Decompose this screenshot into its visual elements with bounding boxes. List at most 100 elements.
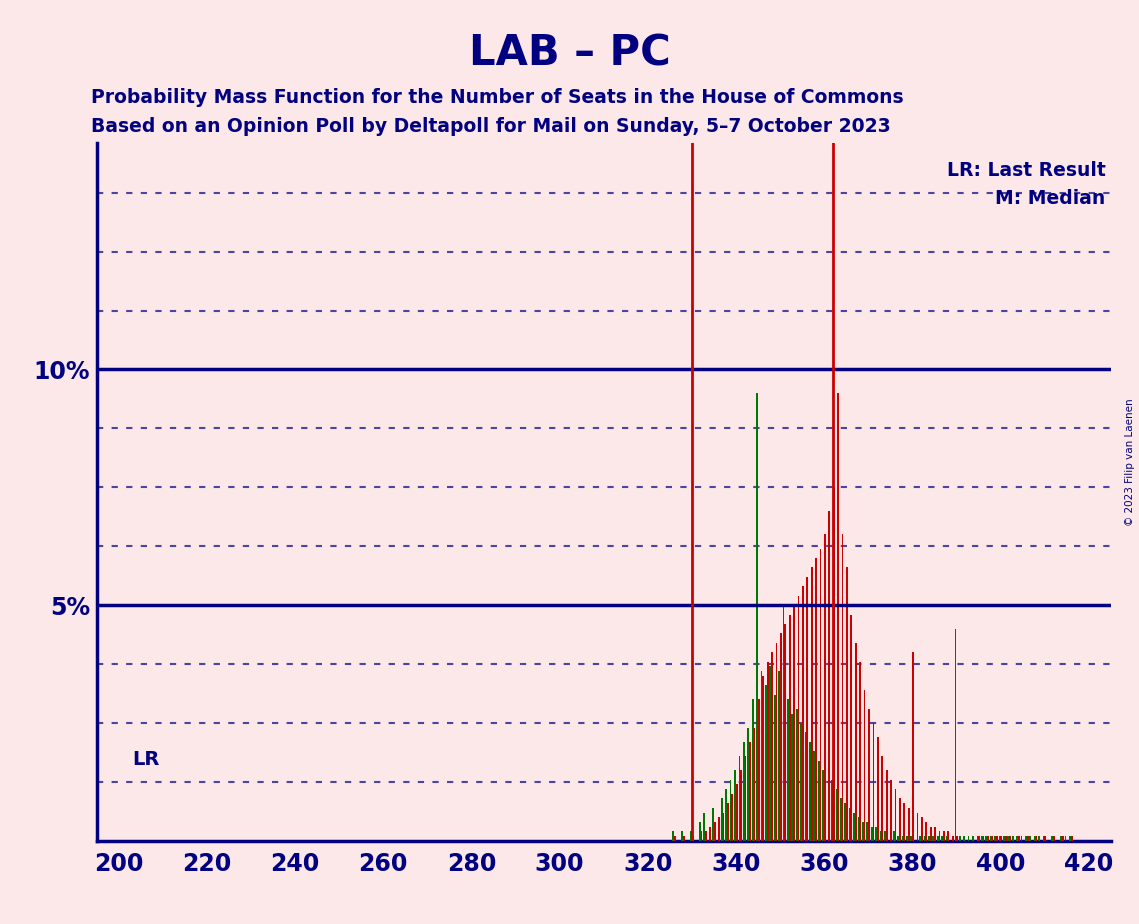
Bar [1042,836,1044,841]
Bar [976,836,978,841]
Bar [765,686,767,841]
Bar [822,770,823,841]
Bar [859,662,861,841]
Bar [919,836,921,841]
Text: LAB – PC: LAB – PC [468,32,671,74]
Bar [1062,836,1064,841]
Bar [972,836,974,841]
Bar [959,836,960,841]
Text: LR: LR [132,750,159,770]
Bar [736,784,738,841]
Bar [785,624,786,841]
Bar [672,832,674,841]
Bar [948,832,949,841]
Bar [893,832,894,841]
Bar [1005,836,1007,841]
Bar [1030,836,1031,841]
Bar [796,709,797,841]
Bar [983,836,984,841]
Bar [757,699,760,841]
Bar [894,789,896,841]
Bar [767,662,769,841]
Bar [995,836,998,841]
Bar [925,822,927,841]
Bar [722,812,724,841]
Bar [855,643,857,841]
Bar [939,832,941,841]
Text: Probability Mass Function for the Number of Seats in the House of Commons: Probability Mass Function for the Number… [91,88,903,107]
Bar [700,832,703,841]
Bar [726,789,727,841]
Bar [985,836,988,841]
Bar [943,832,945,841]
Bar [867,822,868,841]
Bar [780,634,781,841]
Bar [886,770,887,841]
Bar [747,728,749,841]
Bar [1070,836,1071,841]
Text: LR: Last Result: LR: Last Result [947,161,1106,179]
Bar [957,836,958,841]
Bar [899,798,901,841]
Bar [823,534,826,841]
Bar [801,723,802,841]
Bar [872,723,875,841]
Bar [1034,836,1035,841]
Bar [1016,836,1018,841]
Bar [771,652,773,841]
Bar [862,822,863,841]
Bar [1071,836,1073,841]
Bar [712,808,714,841]
Bar [818,760,820,841]
Bar [906,836,908,841]
Bar [738,756,740,841]
Bar [789,614,790,841]
Bar [778,671,780,841]
Bar [968,836,969,841]
Bar [836,789,837,841]
Bar [681,832,683,841]
Bar [934,827,936,841]
Bar [875,827,877,841]
Bar [1003,836,1005,841]
Bar [714,822,715,841]
Bar [787,699,789,841]
Bar [882,756,883,841]
Text: Based on an Opinion Poll by Deltapoll for Mail on Sunday, 5–7 October 2023: Based on an Opinion Poll by Deltapoll fo… [91,117,891,137]
Bar [933,836,934,841]
Bar [782,605,785,841]
Bar [842,534,844,841]
Bar [902,836,903,841]
Bar [910,836,912,841]
Bar [735,770,736,841]
Bar [1065,836,1066,841]
Bar [999,836,1000,841]
Bar [802,587,804,841]
Bar [839,798,842,841]
Bar [928,836,929,841]
Text: © 2023 Filip van Laenen: © 2023 Filip van Laenen [1125,398,1134,526]
Bar [1054,836,1055,841]
Bar [828,511,830,841]
Bar [981,836,983,841]
Bar [820,549,821,841]
Bar [921,817,923,841]
Bar [776,643,777,841]
Bar [1000,836,1002,841]
Bar [752,699,754,841]
Bar [762,675,764,841]
Bar [884,832,886,841]
Bar [877,737,878,841]
Bar [809,742,811,841]
Bar [879,832,882,841]
Bar [811,567,812,841]
Bar [870,827,872,841]
Bar [831,780,833,841]
Bar [912,652,913,841]
Bar [1018,836,1019,841]
Bar [754,728,755,841]
Bar [994,836,995,841]
Bar [853,812,855,841]
Bar [745,756,746,841]
Bar [858,817,859,841]
